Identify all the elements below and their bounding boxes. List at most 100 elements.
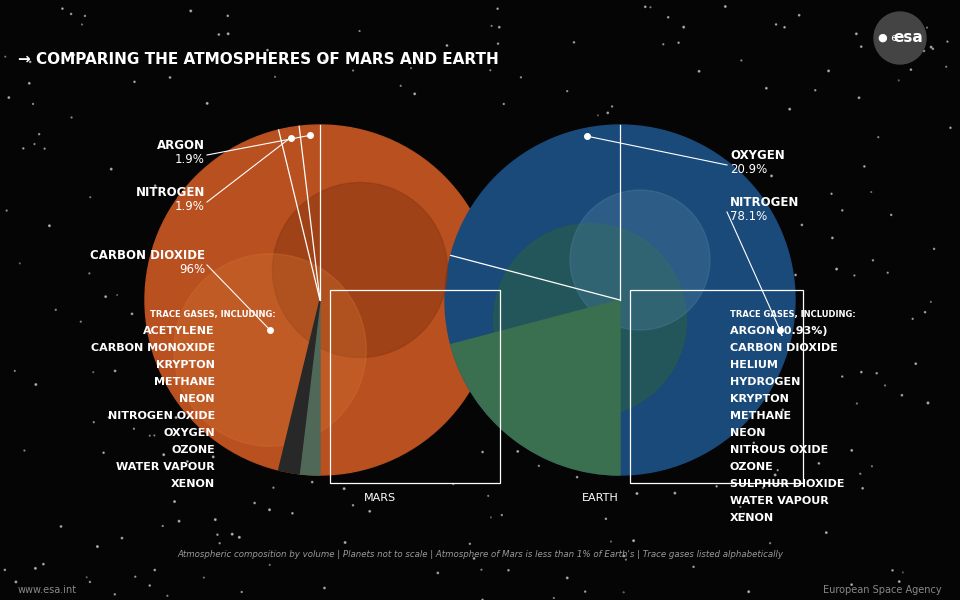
Point (603, 537, 618, 547)
Point (926, 244, 942, 254)
Point (294, 298, 309, 308)
Point (590, 413, 606, 423)
Point (183, 6, 199, 16)
Text: WATER VAPOUR: WATER VAPOUR (730, 496, 828, 506)
Point (430, 568, 445, 578)
Point (96, 448, 111, 458)
Point (599, 385, 614, 394)
Point (338, 203, 353, 212)
Point (600, 108, 615, 118)
Point (200, 98, 215, 108)
Point (1, 93, 16, 103)
Point (415, 54, 430, 64)
Point (496, 99, 512, 109)
Point (517, 220, 533, 230)
Point (234, 587, 250, 597)
Point (366, 228, 381, 238)
Point (849, 29, 864, 38)
Text: ACETYLENE: ACETYLENE (143, 326, 215, 336)
Point (77, 11, 92, 21)
Point (656, 40, 671, 49)
Point (284, 241, 300, 250)
Point (352, 26, 368, 36)
Point (643, 2, 659, 12)
Point (73, 317, 88, 326)
Point (318, 274, 333, 283)
Point (262, 505, 277, 515)
Point (462, 539, 477, 548)
Point (576, 209, 591, 218)
Point (41, 221, 57, 230)
Point (629, 365, 644, 374)
Point (304, 477, 320, 487)
Text: NEON: NEON (180, 394, 215, 404)
Text: ● e: ● e (878, 33, 898, 43)
Point (877, 380, 893, 390)
Point (605, 101, 620, 111)
Point (660, 13, 676, 22)
Point (266, 483, 281, 493)
Text: NITROGEN: NITROGEN (135, 186, 205, 199)
Point (275, 307, 290, 317)
Point (850, 399, 865, 409)
Point (468, 279, 483, 289)
Point (704, 349, 719, 359)
Point (403, 64, 419, 73)
Point (618, 555, 634, 565)
Point (445, 479, 461, 489)
Point (924, 42, 939, 52)
Point (540, 448, 555, 458)
Point (871, 133, 886, 142)
Point (48, 305, 63, 314)
Point (298, 50, 313, 59)
Point (778, 260, 793, 270)
Point (481, 491, 496, 500)
Point (271, 187, 286, 196)
Point (28, 563, 43, 573)
Text: NITROUS OXIDE: NITROUS OXIDE (730, 445, 828, 455)
Point (630, 489, 645, 499)
Circle shape (874, 12, 926, 64)
Point (567, 377, 583, 387)
Point (672, 158, 687, 167)
Point (27, 139, 42, 149)
Text: CARBON MONOXIDE: CARBON MONOXIDE (91, 343, 215, 353)
Point (626, 536, 641, 545)
Point (598, 514, 613, 524)
Point (637, 2, 653, 11)
Text: EARTH: EARTH (582, 493, 618, 503)
Point (746, 438, 761, 448)
Text: KRYPTON: KRYPTON (730, 394, 789, 404)
Point (304, 221, 320, 230)
Point (342, 419, 357, 428)
Point (578, 587, 593, 596)
Point (885, 566, 900, 575)
Point (677, 243, 692, 253)
Point (83, 193, 98, 202)
Point (268, 72, 283, 82)
Circle shape (273, 182, 447, 358)
Point (566, 38, 582, 47)
Point (147, 565, 162, 575)
Point (170, 371, 185, 380)
Point (162, 73, 178, 82)
Point (834, 372, 850, 382)
Point (758, 83, 774, 93)
Point (852, 469, 868, 479)
Point (769, 304, 784, 313)
Point (685, 562, 701, 572)
Point (231, 533, 247, 542)
Point (36, 559, 51, 569)
Point (126, 424, 141, 434)
Point (601, 443, 616, 452)
Point (657, 246, 672, 256)
Point (770, 466, 785, 475)
Point (569, 472, 585, 482)
Point (327, 207, 343, 217)
Point (12, 259, 28, 268)
Point (474, 565, 490, 575)
Point (616, 551, 632, 561)
Point (733, 56, 749, 65)
Circle shape (493, 224, 686, 416)
Point (821, 66, 836, 76)
